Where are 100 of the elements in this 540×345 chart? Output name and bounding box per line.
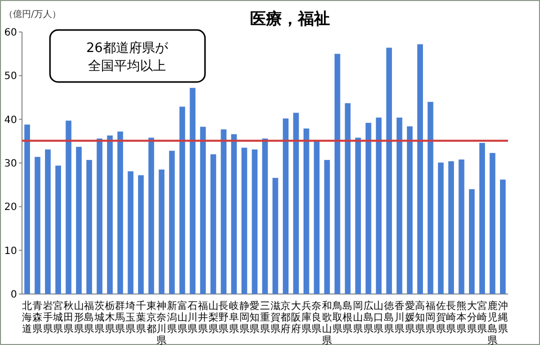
x-tick-label: 宮崎県 [477,300,488,335]
bar [169,150,175,294]
bar [324,160,330,294]
y-tick-label: 60 [4,28,17,38]
x-tick-label: 岡山県 [353,301,364,335]
x-tick-label: 埼玉県 [124,300,136,335]
x-tick-label: 北海道 [22,300,32,335]
y-tick-label: 20 [4,202,17,214]
y-tick-label: 10 [4,246,17,257]
bar [406,126,413,294]
x-tick-label: 静岡県 [239,300,250,335]
x-tick-label: 茨城県 [94,300,105,335]
x-tick-label: 神奈川県 [156,300,167,345]
x-tick-label: 東京都 [146,300,156,335]
x-tick-label: 秋田県 [64,300,74,335]
bar [148,138,154,294]
bar [438,162,444,294]
bar [210,154,216,294]
x-tick-label: 熊本県 [456,300,466,335]
y-tick-label: 30 [4,158,17,170]
x-tick-label: 千葉県 [136,300,146,335]
bar [34,156,40,294]
x-tick-label: 三重県 [260,301,270,335]
x-tick-label: 岩手県 [42,300,53,335]
bar [490,152,496,294]
bar [55,166,62,294]
x-tick-label: 長野県 [218,301,229,335]
x-tick-label: 福島県 [84,300,94,335]
bar [241,148,248,294]
bar [293,112,299,294]
x-tick-label: 愛知県 [250,300,260,335]
bar [386,48,392,294]
bar [24,124,30,294]
bar [86,160,92,294]
x-tick-label: 香川県 [394,300,404,335]
x-tick-label: 山形県 [74,300,84,335]
y-axis-title: （億円/万人） [4,9,62,20]
bar [428,102,434,294]
bar [448,161,454,294]
x-tick-label: 鳥取県 [331,300,342,335]
x-tick-label: 栃木県 [104,300,115,335]
x-tick-label: 高知県 [415,300,426,335]
bar [304,128,310,294]
x-tick-label: 石川県 [188,301,198,335]
chart-title: 医療，福祉 [250,9,330,28]
x-tick-label: 徳島県 [384,301,394,335]
x-tick-label: 宮城県 [52,300,64,335]
bar [190,88,196,294]
bar [468,189,475,294]
x-tick-label: 山梨県 [208,300,218,335]
bar [355,138,361,294]
x-tick-label: 佐賀県 [436,301,446,335]
bar [66,120,72,294]
bar [376,118,382,294]
bar [479,142,485,294]
bar [252,149,258,294]
x-tick-label: 鹿児島県 [487,300,498,345]
x-tick-label: 大阪府 [291,300,302,335]
x-tick-label: 京都府 [280,300,291,335]
bar [117,132,124,294]
annotation: 26都道府県が全国平均以上 [86,40,169,74]
bar [107,135,113,294]
bar [138,175,144,294]
y-tick-label: 40 [4,114,17,126]
bar [344,103,351,294]
bar [220,129,226,294]
x-tick-label: 沖縄県 [496,300,508,335]
x-tick-label: 大分県 [466,300,477,335]
bar [334,54,340,294]
bar [396,118,402,294]
x-tick-label: 群馬県 [114,300,126,335]
x-tick-label: 和歌山県 [322,300,332,345]
x-tick-label: 滋賀県 [270,300,280,335]
bar [76,146,82,294]
x-tick-label: 福井県 [198,300,208,335]
x-tick-label: 岐阜県 [228,300,239,335]
bar [45,149,51,294]
y-tick-label: 0 [10,290,17,300]
bar [417,44,423,294]
x-tick-label: 福岡県 [425,300,436,335]
x-tick-label: 島根県 [342,300,353,335]
bar [282,118,289,294]
bar [158,170,164,294]
bar [262,138,268,294]
bar [200,126,206,294]
bar [366,122,372,294]
bar [314,140,320,294]
x-tick-label: 山口県 [374,300,384,335]
bar [458,160,464,294]
x-tick-label: 奈良県 [312,301,322,335]
x-tick-label: 広島県 [363,300,374,335]
x-tick-label: 青森県 [32,300,43,335]
x-tick-label: 兵庫県 [301,300,312,335]
x-tick-label: 長崎県 [446,301,456,335]
bar [128,171,134,294]
bar [231,134,237,294]
bar [272,178,278,294]
bar [500,180,506,294]
y-tick-label: 50 [4,71,17,82]
x-tick-label: 愛媛県 [404,300,415,335]
